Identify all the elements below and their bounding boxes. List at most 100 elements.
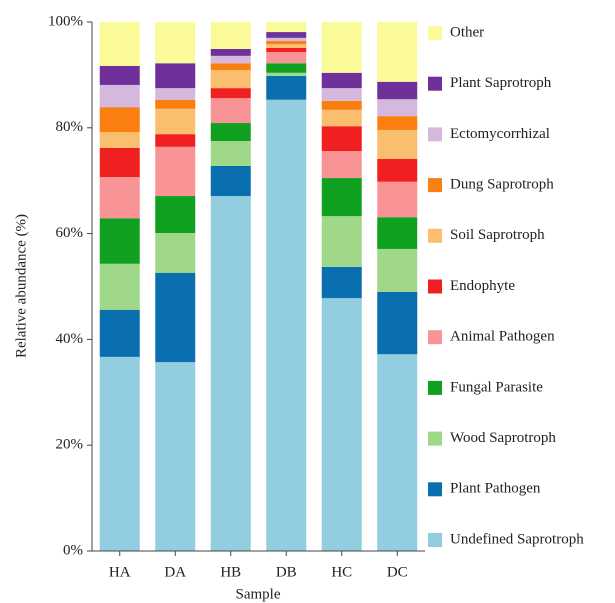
bar-segment <box>377 99 418 117</box>
y-tick-label: 60% <box>56 225 84 241</box>
bar-segment <box>266 63 307 73</box>
legend-label: Fungal Parasite <box>450 379 543 395</box>
bar-segment <box>377 22 418 82</box>
bar-segment <box>155 99 196 109</box>
bar-segment <box>321 216 362 267</box>
bar-segment <box>266 72 307 76</box>
bar-segment <box>99 176 140 219</box>
legend-label: Animal Pathogen <box>450 329 555 345</box>
bar-segment <box>210 63 251 71</box>
bar-segment <box>99 107 140 133</box>
bar-segment <box>155 22 196 64</box>
bar-segment <box>99 84 140 108</box>
bar-segment <box>377 159 418 182</box>
bar-segment <box>210 141 251 166</box>
bar-segment <box>321 151 362 179</box>
bar-segment <box>210 123 251 142</box>
y-tick-label: 20% <box>56 437 84 453</box>
legend-label: Undefined Saprotroph <box>450 531 584 547</box>
bar-segment <box>266 37 307 42</box>
x-tick-label: HB <box>220 564 241 580</box>
bar-segment <box>321 72 362 89</box>
legend-swatch <box>428 330 442 345</box>
x-tick-label: DB <box>276 564 297 580</box>
bar-segment <box>321 178 362 217</box>
bar-segment <box>99 132 140 148</box>
legend-swatch <box>428 482 442 497</box>
legend-swatch <box>428 228 442 243</box>
bar-segment <box>321 100 362 110</box>
bar-segment <box>155 233 196 273</box>
bar-segment <box>210 88 251 99</box>
bar-segment <box>99 218 140 264</box>
bar-segment <box>321 109 362 127</box>
bar-segment <box>210 98 251 124</box>
legend-swatch <box>428 127 442 142</box>
legend-label: Dung Saprotroph <box>450 177 554 193</box>
legend-swatch <box>428 380 442 395</box>
legend-swatch <box>428 431 442 446</box>
y-tick-label: 80% <box>56 119 84 135</box>
legend-swatch <box>428 26 442 40</box>
y-axis-label: Relative abundance (%) <box>13 214 29 358</box>
bar-segment <box>210 55 251 64</box>
bar-segment <box>155 196 196 234</box>
bar-segment <box>321 266 362 299</box>
legend-label: Wood Saprotroph <box>450 430 556 446</box>
bar-segment <box>155 362 196 551</box>
x-tick-label: HC <box>331 564 352 580</box>
legend-label: Plant Saprotroph <box>450 75 552 91</box>
bar-segment <box>377 181 418 218</box>
bar-segment <box>266 99 307 551</box>
bar-segment <box>155 88 196 100</box>
legend-label: Ectomycorrhizal <box>450 126 550 142</box>
bar-segment <box>377 81 418 100</box>
bar-segment <box>155 63 196 89</box>
bar-segment <box>99 356 140 551</box>
y-tick-label: 40% <box>56 331 84 347</box>
bar-segment <box>321 298 362 551</box>
x-tick-label: HA <box>109 564 131 580</box>
bar-segment <box>99 263 140 310</box>
legend-swatch <box>428 533 442 547</box>
legend-swatch <box>428 279 442 294</box>
bar-segment <box>155 108 196 135</box>
bar-segment <box>321 88 362 101</box>
bar-segment <box>377 129 418 160</box>
bar-segment <box>266 47 307 53</box>
bar-segment <box>210 22 251 49</box>
bar-segment <box>99 309 140 357</box>
bar-segment <box>377 291 418 355</box>
bar-segment <box>266 41 307 45</box>
x-axis-label: Sample <box>236 586 281 602</box>
legend-label: Endophyte <box>450 278 515 294</box>
bar-segment <box>210 196 251 551</box>
legend-label: Other <box>450 24 484 40</box>
x-tick-label: DA <box>164 564 186 580</box>
bar-segment <box>99 65 140 85</box>
y-tick-label: 0% <box>63 542 83 558</box>
bar-segment <box>321 126 362 152</box>
legend-swatch <box>428 178 442 193</box>
x-tick-label: DC <box>387 564 408 580</box>
legend-swatch <box>428 76 442 91</box>
bar-segment <box>377 248 418 292</box>
bar-segment <box>377 354 418 551</box>
bar-segment <box>321 22 362 73</box>
bar-segment <box>99 147 140 177</box>
bar-segment <box>210 70 251 89</box>
bar-segment <box>266 32 307 38</box>
bar-segment <box>99 22 140 66</box>
legend-label: Soil Saprotroph <box>450 227 545 243</box>
bar-segment <box>266 22 307 33</box>
bar-segment <box>155 146 196 197</box>
legend-label: Plant Pathogen <box>450 481 541 497</box>
bar-segment <box>377 116 418 130</box>
bar-segment <box>210 165 251 197</box>
bar-segment <box>377 217 418 249</box>
bar-segment <box>266 52 307 64</box>
bar-segment <box>266 75 307 100</box>
bar-segment <box>266 44 307 48</box>
bar-segment <box>155 134 196 147</box>
